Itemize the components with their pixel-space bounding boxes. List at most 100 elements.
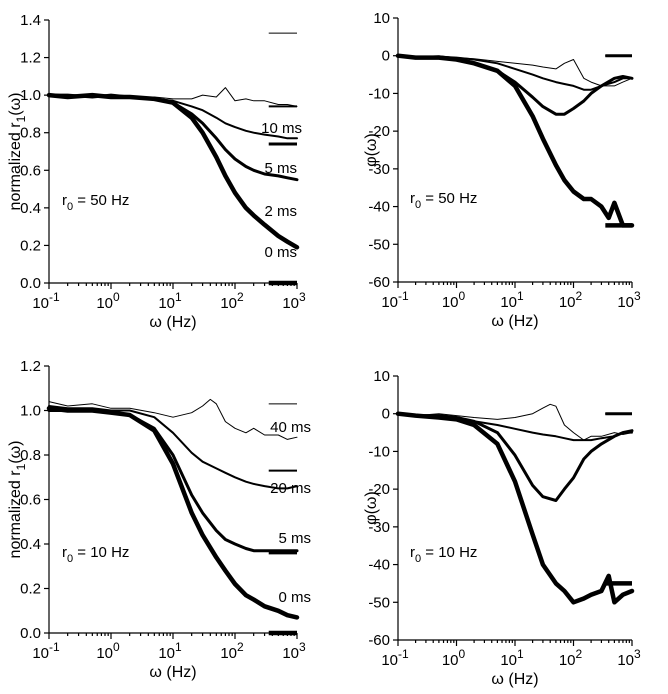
x-tick-exponent: 0 bbox=[459, 289, 466, 303]
x-tick-base: 10 bbox=[282, 295, 299, 312]
rate-note-sub: 0 bbox=[415, 553, 421, 565]
y-tick-label: -30 bbox=[368, 161, 390, 178]
rate-note-main: r bbox=[62, 544, 67, 561]
y-tick-label: 0.0 bbox=[20, 275, 41, 292]
series-line-4 bbox=[46, 406, 300, 620]
x-tick-label: 103 bbox=[282, 290, 306, 312]
x-tick-base: 10 bbox=[220, 645, 237, 662]
x-tick-label: 101 bbox=[158, 290, 182, 312]
x-tick-label: 102 bbox=[220, 290, 244, 312]
x-tick-label: 100 bbox=[442, 289, 466, 311]
x-tick-label: 10-1 bbox=[381, 647, 409, 669]
rate-note: r0 = 10 Hz bbox=[62, 544, 129, 565]
x-tick-base: 10 bbox=[381, 294, 398, 311]
series-label: 5 ms bbox=[278, 530, 311, 547]
x-tick-label: 102 bbox=[559, 647, 583, 669]
x-tick-label: 100 bbox=[96, 290, 120, 312]
x-tick-label: 101 bbox=[500, 647, 524, 669]
y-tick-label: -40 bbox=[368, 199, 390, 216]
rate-note-main: r bbox=[410, 544, 415, 561]
series-line-1 bbox=[48, 398, 298, 440]
y-tick-label: 0.8 bbox=[20, 125, 41, 142]
y-tick-label: 0.4 bbox=[20, 536, 41, 553]
rate-note-tail: = 10 Hz bbox=[421, 544, 477, 561]
x-tick-exponent: 1 bbox=[517, 289, 524, 303]
y-label-main: normalized r bbox=[7, 122, 24, 211]
panel-1: 0.00.20.40.60.81.01.21.410-1 100 101 102 103… bbox=[7, 12, 306, 331]
y-tick-label: 10 bbox=[373, 368, 390, 385]
rate-note-sub: 0 bbox=[415, 199, 421, 211]
x-tick-label: 10-1 bbox=[32, 640, 60, 662]
x-tick-exponent: 0 bbox=[113, 290, 120, 304]
x-tick-exponent: 3 bbox=[634, 647, 641, 661]
x-axis-label: ω (Hz) bbox=[149, 664, 196, 681]
rate-note-tail: = 50 Hz bbox=[73, 192, 129, 209]
x-tick-label: 103 bbox=[617, 647, 641, 669]
y-tick-label: 0.4 bbox=[20, 200, 41, 217]
rate-note-sub: 0 bbox=[67, 201, 73, 213]
y-tick-label: -50 bbox=[368, 594, 390, 611]
x-tick-label: 103 bbox=[282, 640, 306, 662]
x-tick-exponent: 2 bbox=[237, 640, 244, 654]
series-label: 10 ms bbox=[261, 120, 302, 137]
series-line-3 bbox=[47, 93, 299, 182]
series-line-4 bbox=[395, 53, 635, 228]
rate-note-main: r bbox=[62, 192, 67, 209]
x-tick-base: 10 bbox=[32, 645, 49, 662]
y-tick-label: 0.2 bbox=[20, 237, 41, 254]
x-tick-exponent: 3 bbox=[299, 640, 306, 654]
y-axis-label: φ(ω) bbox=[363, 491, 380, 525]
y-tick-label: -60 bbox=[368, 632, 390, 649]
y-label-tail: (ω) bbox=[7, 93, 24, 116]
x-tick-exponent: -1 bbox=[49, 640, 60, 654]
series-label: 5 ms bbox=[264, 160, 297, 177]
x-tick-base: 10 bbox=[559, 652, 576, 669]
y-tick-label: -10 bbox=[368, 443, 390, 460]
x-tick-exponent: 0 bbox=[459, 647, 466, 661]
y-tick-label: 10 bbox=[373, 10, 390, 27]
x-tick-base: 10 bbox=[96, 645, 113, 662]
x-tick-base: 10 bbox=[500, 294, 517, 311]
x-tick-base: 10 bbox=[381, 652, 398, 669]
x-tick-exponent: 2 bbox=[576, 289, 583, 303]
x-tick-base: 10 bbox=[96, 295, 113, 312]
x-tick-base: 10 bbox=[32, 295, 49, 312]
rate-note: r0 = 10 Hz bbox=[410, 544, 477, 565]
y-label-sub: 1 bbox=[14, 463, 28, 470]
x-tick-label: 10-1 bbox=[32, 290, 60, 312]
y-tick-label: 1.0 bbox=[20, 403, 41, 420]
x-tick-exponent: -1 bbox=[398, 289, 409, 303]
y-tick-label: -40 bbox=[368, 557, 390, 574]
rate-note-tail: = 10 Hz bbox=[73, 544, 129, 561]
x-tick-label: 103 bbox=[617, 289, 641, 311]
x-tick-label: 102 bbox=[220, 640, 244, 662]
axes bbox=[48, 366, 297, 634]
x-tick-exponent: 1 bbox=[517, 647, 524, 661]
y-tick-label: 0 bbox=[382, 406, 390, 423]
y-label-sub: 1 bbox=[14, 115, 28, 122]
x-tick-base: 10 bbox=[442, 294, 459, 311]
x-tick-exponent: 2 bbox=[576, 647, 583, 661]
series-label: 2 ms bbox=[264, 203, 297, 220]
x-tick-base: 10 bbox=[220, 295, 237, 312]
x-tick-base: 10 bbox=[282, 645, 299, 662]
series-line-2 bbox=[48, 405, 298, 490]
x-tick-exponent: 3 bbox=[299, 290, 306, 304]
series-line-4 bbox=[46, 92, 300, 250]
y-tick-label: -50 bbox=[368, 236, 390, 253]
series-line-1 bbox=[397, 403, 633, 441]
y-tick-label: -60 bbox=[368, 274, 390, 291]
y-tick-label: 0.8 bbox=[20, 447, 41, 464]
y-tick-label: 1.2 bbox=[20, 50, 41, 67]
x-tick-exponent: -1 bbox=[49, 290, 60, 304]
y-tick-label: 0.0 bbox=[20, 625, 41, 642]
y-axis-label: φ(ω) bbox=[363, 133, 380, 167]
series-label: 20 ms bbox=[270, 480, 311, 497]
x-tick-label: 100 bbox=[442, 647, 466, 669]
x-tick-label: 101 bbox=[500, 289, 524, 311]
x-tick-label: 101 bbox=[158, 640, 182, 662]
